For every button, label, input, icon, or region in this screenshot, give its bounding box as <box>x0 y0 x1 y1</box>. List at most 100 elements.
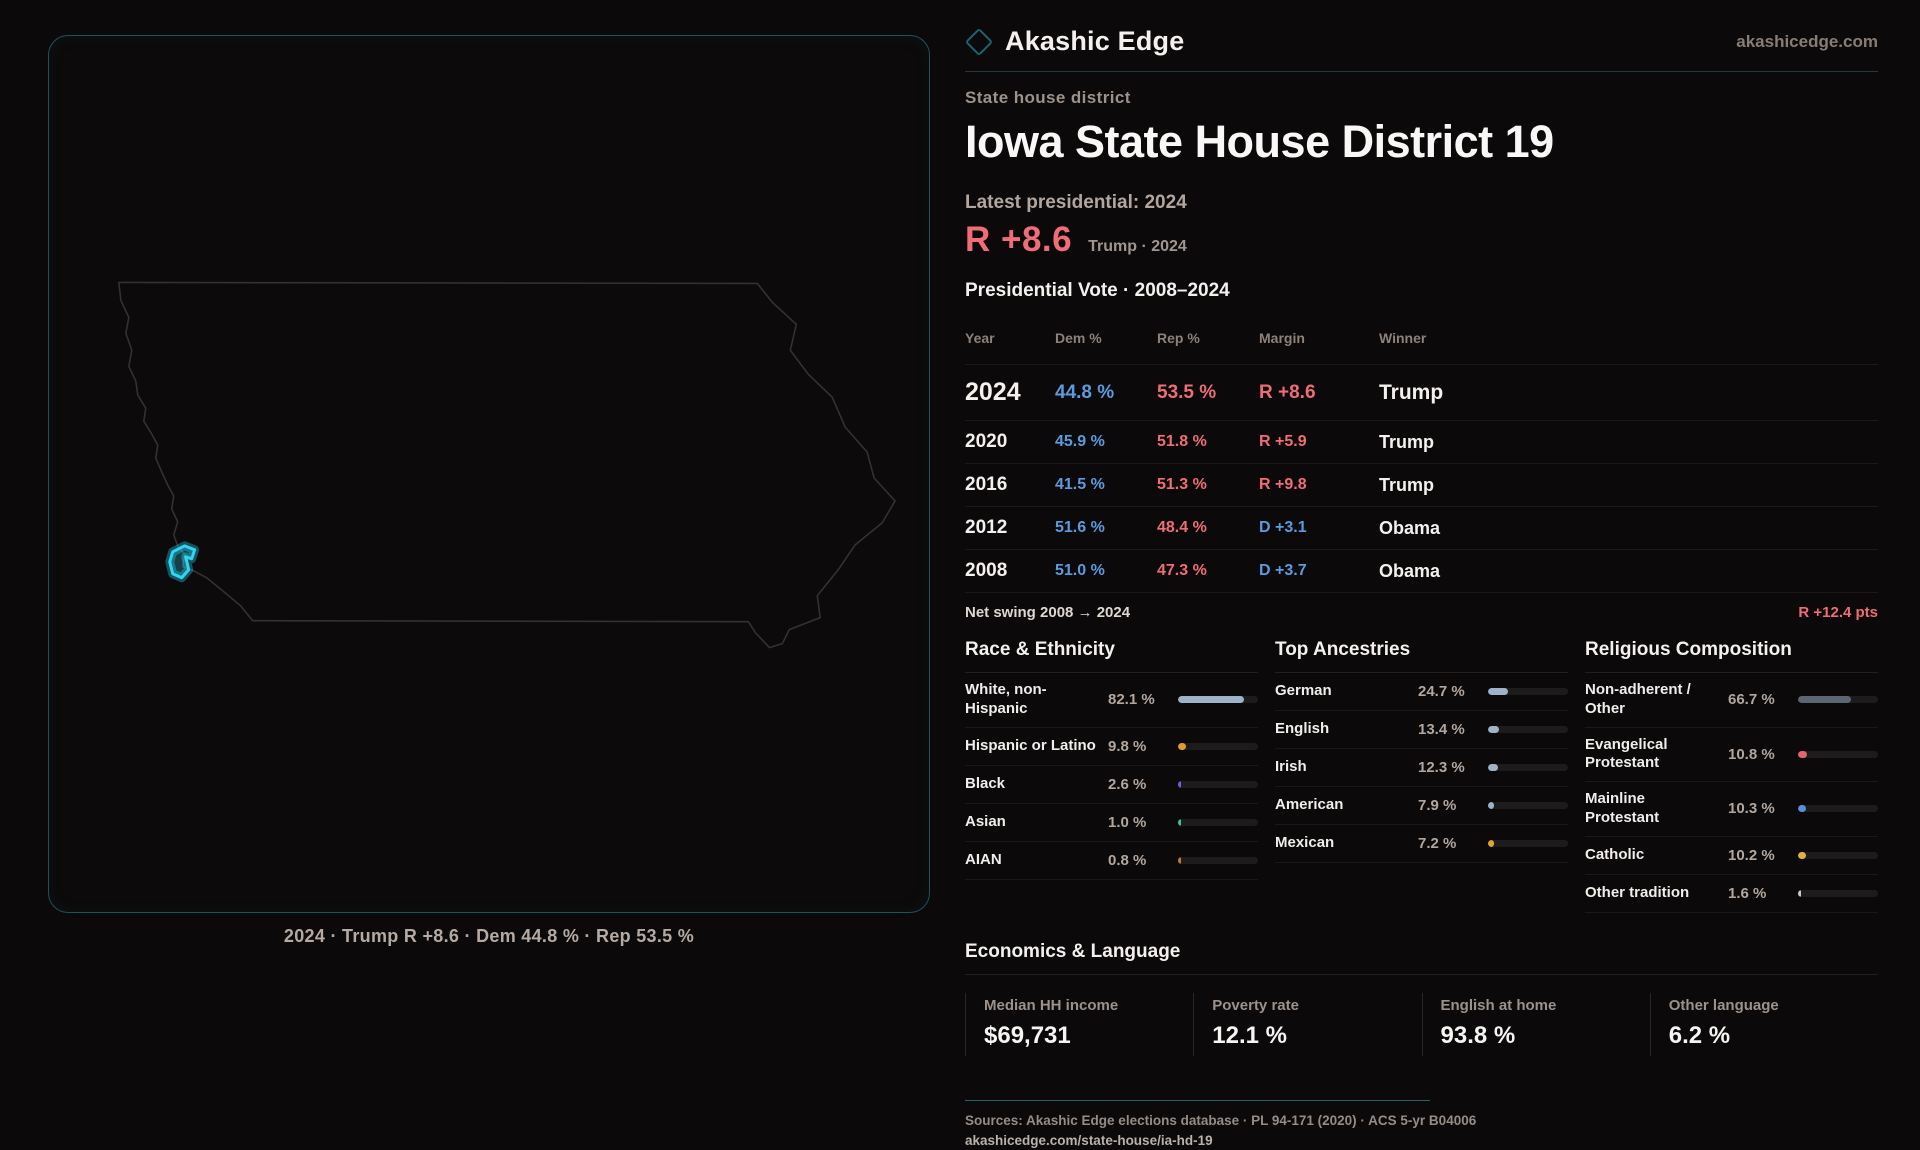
demographic-label: AIAN <box>965 850 1002 868</box>
brand-domain-link[interactable]: akashicedge.com <box>1736 31 1878 51</box>
demographic-row: Mexican 7.2 % <box>1275 825 1568 863</box>
economics-stats-row: Median HH income $69,731 Poverty rate 12… <box>965 992 1878 1056</box>
cell-year: 2016 <box>965 474 1008 495</box>
bar-fill <box>1798 889 1801 897</box>
cell-margin: D +3.7 <box>1259 562 1307 579</box>
economics-heading: Economics & Language <box>965 941 1878 975</box>
demographic-row: White, non-Hispanic 82.1 % <box>965 673 1258 728</box>
bar-fill <box>1178 696 1244 704</box>
bar-fill <box>1798 851 1807 859</box>
bar-track <box>1488 764 1568 771</box>
cell-dem-pct: 51.6 % <box>1055 519 1105 536</box>
demographic-row: English 13.4 % <box>1275 711 1568 749</box>
bar-fill <box>1488 764 1498 771</box>
demographic-label: Mainline Protestant <box>1585 790 1660 826</box>
demographic-label: Black <box>965 774 1006 792</box>
demographic-row: Evangelical Protestant 10.8 % <box>1585 728 1878 782</box>
economics-stat-label: Other language <box>1668 996 1779 1014</box>
cell-winner: Trump <box>1379 380 1444 404</box>
headline-margin-value: R +8.6 <box>965 220 1073 259</box>
demographic-section: Top Ancestries German 24.7 % English 13.… <box>1275 639 1568 913</box>
economics-stat-value: 6.2 % <box>1668 1021 1731 1049</box>
demographics-grid: Race & Ethnicity White, non-Hispanic 82.… <box>965 639 1878 913</box>
demographic-label: Hispanic or Latino <box>965 736 1096 754</box>
demographic-row: Mainline Protestant 10.3 % <box>1585 782 1878 837</box>
cell-rep-pct: 48.4 % <box>1157 519 1207 536</box>
demographic-value: 7.2 % <box>1418 835 1457 852</box>
demographic-label: English <box>1275 720 1330 738</box>
demographic-label: Asian <box>965 812 1006 830</box>
demographic-value: 1.0 % <box>1108 813 1147 831</box>
latest-presidential-label: Latest presidential: 2024 <box>965 192 1187 213</box>
cell-winner: Trump <box>1379 474 1435 495</box>
bar-fill <box>1178 742 1186 750</box>
brand-header: Akashic Edge akashicedge.com <box>964 26 1878 72</box>
bar-track <box>1178 742 1258 750</box>
demographic-row: Non-adherent / Other 66.7 % <box>1585 673 1878 728</box>
cell-margin: R +5.9 <box>1259 433 1307 450</box>
bar-fill <box>1178 818 1181 826</box>
bar-fill <box>1798 805 1807 813</box>
demographic-row: Asian 1.0 % <box>965 804 1258 842</box>
cell-dem-pct: 51.0 % <box>1055 562 1105 579</box>
cell-dem-pct: 45.9 % <box>1055 433 1105 450</box>
headline-margin-row: R +8.6 Trump · 2024 <box>965 220 1878 260</box>
vote-table-row: 2008 51.0 % 47.3 % D +3.7 Obama <box>965 550 1878 593</box>
bar-track <box>1798 805 1878 813</box>
demographic-label: German <box>1275 682 1332 700</box>
demographic-value: 10.3 % <box>1728 800 1775 818</box>
col-dem: Dem % <box>1055 330 1102 346</box>
bar-track <box>1178 818 1258 826</box>
bar-track <box>1178 780 1258 788</box>
diamond-logo-icon <box>964 27 994 56</box>
net-swing-row: Net swing 2008 → 2024 R +12.4 pts <box>965 593 1878 629</box>
demographic-value: 82.1 % <box>1108 691 1155 709</box>
cell-year: 2008 <box>965 560 1008 581</box>
cell-rep-pct: 51.8 % <box>1157 433 1207 450</box>
demographic-row: German 24.7 % <box>1275 673 1568 711</box>
cell-rep-pct: 53.5 % <box>1157 381 1217 403</box>
economics-stat-value: $69,731 <box>984 1021 1071 1049</box>
cell-year: 2020 <box>965 431 1008 452</box>
demographic-label: American <box>1275 796 1344 814</box>
bar-track <box>1488 688 1568 695</box>
bar-fill <box>1178 780 1181 788</box>
kicker-label: State house district <box>965 88 1131 107</box>
demographic-row: Black 2.6 % <box>965 766 1258 804</box>
demographic-row: AIAN 0.8 % <box>965 842 1258 880</box>
cell-margin: R +8.6 <box>1259 381 1316 403</box>
presidential-vote-table: Year Dem % Rep % Margin Winner 2024 44.8… <box>965 312 1878 593</box>
demographic-value: 13.4 % <box>1418 721 1465 738</box>
cell-dem-pct: 44.8 % <box>1055 381 1115 403</box>
demographic-value: 24.7 % <box>1418 683 1465 700</box>
cell-year: 2024 <box>965 378 1021 406</box>
demographic-value: 10.2 % <box>1728 846 1775 864</box>
col-rep: Rep % <box>1157 330 1200 346</box>
cell-winner: Obama <box>1379 560 1441 581</box>
demographic-value: 10.8 % <box>1728 745 1775 763</box>
district-19-shape <box>168 544 197 580</box>
economics-stat: Other language 6.2 % <box>1649 992 1878 1056</box>
demographic-label: Mexican <box>1275 834 1335 852</box>
demographic-value: 1.6 % <box>1728 884 1767 902</box>
economics-stat: Poverty rate 12.1 % <box>1193 992 1421 1056</box>
demographic-label: Catholic <box>1585 845 1645 863</box>
bar-track <box>1798 851 1878 859</box>
demographic-section: Race & Ethnicity White, non-Hispanic 82.… <box>965 639 1258 913</box>
footer-divider <box>965 1099 1430 1101</box>
bar-fill <box>1798 750 1807 758</box>
demographic-label: White, non-Hispanic <box>965 681 1047 717</box>
bar-fill <box>1178 856 1181 864</box>
cell-rep-pct: 51.3 % <box>1157 476 1207 493</box>
sources-text: Sources: Akashic Edge elections database… <box>965 1112 1477 1128</box>
cell-rep-pct: 47.3 % <box>1157 562 1207 579</box>
bar-fill <box>1488 840 1494 847</box>
demographic-label: Evangelical Protestant <box>1585 735 1668 772</box>
bar-track <box>1798 750 1878 758</box>
permalink[interactable]: akashicedge.com/state-house/ia-hd-19 <box>965 1132 1213 1148</box>
demographic-row: Other tradition 1.6 % <box>1585 875 1878 913</box>
demographic-label: Other tradition <box>1585 883 1690 901</box>
economics-stat: English at home 93.8 % <box>1421 992 1650 1056</box>
brand-name: Akashic Edge <box>1005 26 1185 56</box>
economics-stat-value: 12.1 % <box>1212 1021 1287 1049</box>
